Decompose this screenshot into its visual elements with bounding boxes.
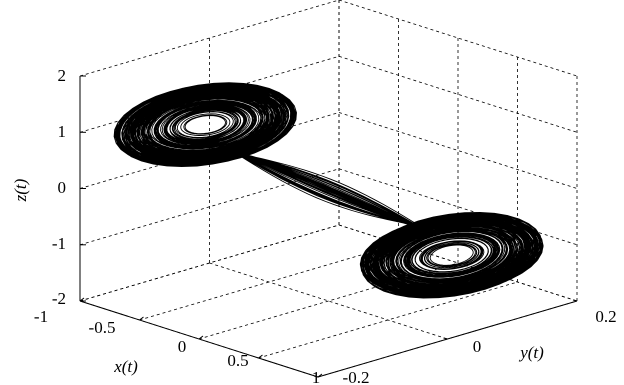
z-tick-label: -1 <box>52 234 66 253</box>
x-tick-mark <box>79 297 85 302</box>
y-tick-mark <box>313 375 319 378</box>
y-tick-mark <box>572 299 578 302</box>
back-panel-grid <box>79 0 578 378</box>
x-tick-label: -1 <box>34 307 48 326</box>
x-tick-label: 0.5 <box>227 351 248 370</box>
attractor-trajectory <box>113 82 544 299</box>
y-axis-label: y(t) <box>518 343 544 362</box>
z-tick-label: 0 <box>58 178 67 197</box>
y-tick-label: 0.2 <box>595 307 616 326</box>
y-tick-label: 0 <box>473 337 482 356</box>
x-axis-ticks: -1 -0.5 0 0.5 1 <box>34 307 320 385</box>
attractor-lobe-1 <box>113 82 297 168</box>
x-tick-label: 0 <box>178 337 187 356</box>
z-tick-label: 2 <box>58 66 67 85</box>
y-axis-ticks: -0.2 0 0.2 <box>343 307 617 385</box>
grid-line <box>79 0 340 77</box>
z-tick-label: 1 <box>58 122 67 141</box>
y-tick-mark <box>443 337 448 340</box>
z-axis-label: z(t) <box>11 178 30 202</box>
attractor-lobe-2 <box>359 211 544 299</box>
y-tick-label: -0.2 <box>343 368 370 385</box>
x-tick-label: -0.5 <box>89 318 116 337</box>
x-tick-mark <box>258 354 263 359</box>
x-axis-label: x(t) <box>113 357 138 376</box>
axes-box <box>79 75 578 378</box>
x-tick-mark <box>198 335 204 340</box>
z-axis-ticks: -2 -1 0 1 2 <box>52 66 66 308</box>
x-tick-mark <box>317 373 323 378</box>
x-tick-label: 1 <box>312 368 321 385</box>
z-tick-label: -2 <box>52 289 66 308</box>
attractor-connecting-strands <box>229 148 428 231</box>
x-tick-mark <box>139 316 144 321</box>
